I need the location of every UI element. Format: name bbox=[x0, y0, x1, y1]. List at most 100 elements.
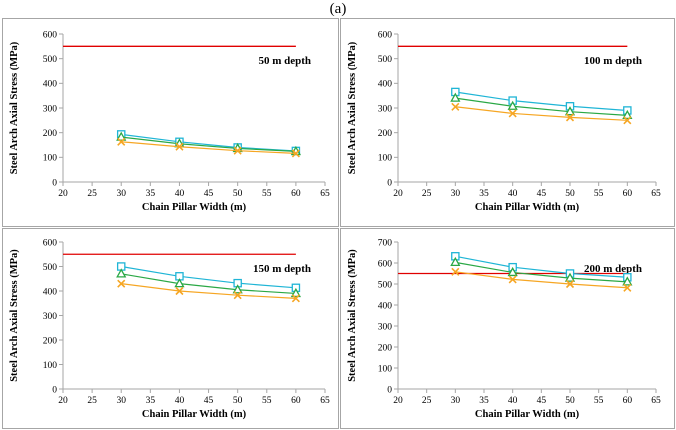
x-tick-label: 65 bbox=[651, 189, 661, 199]
x-tick-label: 65 bbox=[651, 396, 661, 406]
x-tick-label: 45 bbox=[537, 396, 547, 406]
y-tick-label: 100 bbox=[378, 364, 393, 374]
data-point-cross bbox=[117, 279, 126, 288]
y-tick-label: 700 bbox=[378, 238, 393, 248]
x-tick-label: 25 bbox=[422, 396, 432, 406]
chart-panel: 0 100 200 300 400 500 600 20 25 30 35 40 45 50 55 60 65 C… bbox=[340, 18, 675, 227]
data-point-cross bbox=[451, 267, 460, 276]
x-tick-label: 50 bbox=[565, 396, 575, 406]
x-axis-title: Chain Pillar Width (m) bbox=[475, 202, 580, 213]
data-point-cross bbox=[233, 146, 242, 155]
x-tick-label: 55 bbox=[262, 189, 272, 199]
x-tick-label: 35 bbox=[479, 189, 489, 199]
series-line-square bbox=[121, 133, 296, 152]
x-tick-label: 65 bbox=[320, 189, 330, 199]
x-axis-title: Chain Pillar Width (m) bbox=[475, 409, 580, 420]
series-line-triangle bbox=[455, 261, 628, 283]
data-point-triangle bbox=[564, 272, 576, 282]
panel-title: 200 m depth bbox=[584, 263, 642, 275]
data-point-cross bbox=[451, 102, 460, 111]
panel-title: 100 m depth bbox=[584, 55, 642, 67]
x-tick-label: 55 bbox=[594, 396, 604, 406]
data-point-triangle bbox=[564, 106, 576, 116]
data-point-cross bbox=[117, 137, 126, 146]
x-axis-title: Chain Pillar Width (m) bbox=[142, 409, 247, 420]
y-axis-title: Steel Arch Axial Stress (MPa) bbox=[9, 249, 20, 382]
x-tick-label: 35 bbox=[146, 396, 156, 406]
y-tick-label: 100 bbox=[43, 154, 58, 164]
y-tick-label: 0 bbox=[387, 385, 392, 395]
x-tick-label: 20 bbox=[393, 189, 403, 199]
series-line-cross bbox=[121, 141, 296, 154]
x-tick-label: 55 bbox=[594, 189, 604, 199]
series-line-triangle bbox=[121, 136, 296, 153]
data-point-triangle bbox=[174, 278, 185, 288]
x-tick-label: 20 bbox=[58, 189, 68, 199]
y-tick-label: 300 bbox=[43, 312, 58, 322]
y-tick-label: 0 bbox=[52, 178, 57, 188]
x-tick-label: 45 bbox=[204, 396, 214, 406]
x-tick-label: 35 bbox=[479, 396, 489, 406]
series-line-cross bbox=[455, 271, 628, 289]
series-line-triangle bbox=[121, 273, 296, 295]
y-tick-label: 200 bbox=[378, 129, 393, 139]
x-tick-label: 50 bbox=[565, 189, 575, 199]
y-tick-label: 300 bbox=[378, 104, 393, 114]
y-tick-label: 300 bbox=[43, 104, 58, 114]
panel-frame bbox=[2, 228, 339, 429]
panel-frame bbox=[340, 18, 675, 227]
x-tick-label: 25 bbox=[87, 396, 97, 406]
data-point-triangle bbox=[290, 287, 301, 298]
data-point-triangle bbox=[116, 131, 127, 141]
x-tick-label: 40 bbox=[175, 396, 185, 406]
data-point-triangle bbox=[450, 256, 461, 267]
data-point-triangle bbox=[450, 92, 461, 102]
chart-panel: 0 100 200 300 400 500 600 20 25 30 35 40 45 50 55 60 65 C… bbox=[2, 228, 339, 429]
x-tick-label: 60 bbox=[623, 189, 633, 199]
data-point-triangle bbox=[232, 284, 243, 294]
y-tick-label: 600 bbox=[378, 259, 393, 269]
x-tick-label: 40 bbox=[508, 396, 518, 406]
x-tick-label: 30 bbox=[116, 189, 126, 199]
y-tick-label: 100 bbox=[43, 361, 58, 371]
x-tick-label: 40 bbox=[175, 189, 185, 199]
data-point-triangle bbox=[507, 266, 518, 277]
y-axis-title: Steel Arch Axial Stress (MPa) bbox=[347, 41, 358, 174]
data-point-cross bbox=[233, 291, 242, 300]
data-point-cross bbox=[508, 275, 517, 284]
figure-label: (a) bbox=[329, 1, 347, 17]
data-point-triangle bbox=[622, 276, 633, 286]
x-tick-label: 65 bbox=[320, 396, 330, 406]
panel-frame bbox=[2, 18, 339, 227]
panel-frame bbox=[340, 228, 675, 429]
data-point-cross bbox=[565, 279, 575, 289]
y-tick-label: 500 bbox=[43, 263, 58, 273]
series-line-cross bbox=[121, 283, 296, 299]
series-line-square bbox=[455, 91, 628, 112]
series-line-cross bbox=[455, 106, 628, 121]
x-tick-label: 30 bbox=[116, 396, 126, 406]
series-line-square bbox=[455, 255, 628, 278]
panel-title: 50 m depth bbox=[258, 55, 311, 67]
x-tick-label: 30 bbox=[451, 189, 461, 199]
data-point-cross bbox=[175, 286, 184, 296]
y-tick-label: 500 bbox=[378, 55, 393, 65]
y-tick-label: 0 bbox=[52, 385, 57, 395]
y-axis-title: Steel Arch Axial Stress (MPa) bbox=[9, 41, 20, 174]
x-tick-label: 25 bbox=[422, 189, 432, 199]
x-tick-label: 50 bbox=[233, 396, 243, 406]
x-tick-label: 60 bbox=[291, 396, 301, 406]
data-point-cross bbox=[291, 149, 300, 158]
x-tick-label: 20 bbox=[58, 396, 68, 406]
y-tick-label: 200 bbox=[43, 336, 58, 346]
data-point-cross bbox=[175, 142, 184, 151]
data-point-cross bbox=[623, 116, 632, 125]
y-tick-label: 400 bbox=[43, 287, 58, 297]
y-tick-label: 600 bbox=[43, 238, 58, 248]
x-tick-label: 50 bbox=[233, 189, 243, 199]
x-tick-label: 60 bbox=[291, 189, 301, 199]
y-axis-title: Steel Arch Axial Stress (MPa) bbox=[347, 249, 358, 382]
y-tick-label: 400 bbox=[378, 301, 393, 311]
y-tick-label: 200 bbox=[378, 343, 393, 353]
